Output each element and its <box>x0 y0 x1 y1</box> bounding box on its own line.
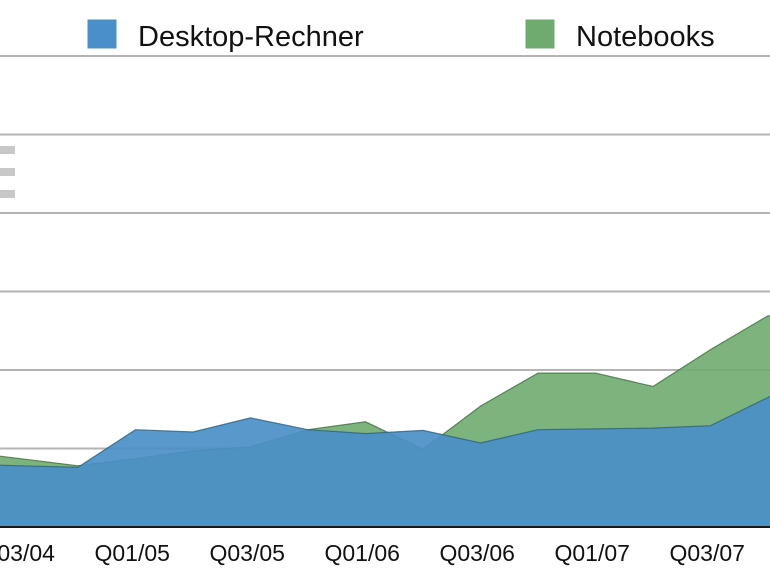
legend: Desktop-Rechner Notebooks <box>87 19 715 53</box>
desktop-area <box>0 396 770 527</box>
x-tick-label: Q01/07 <box>555 540 630 566</box>
desktop-line <box>0 395 770 468</box>
x-tick-label: Q01/05 <box>95 540 170 566</box>
x-tick-label: Q03/06 <box>440 540 515 566</box>
legend-swatch-notebooks <box>525 19 555 49</box>
watermark-logo <box>0 146 15 198</box>
legend-swatch-desktop <box>87 19 117 49</box>
x-tick-labels: Q03/04 Q01/05 Q03/05 Q01/06 Q03/06 Q01/07 Q03/… <box>0 540 745 566</box>
legend-label-desktop: Desktop-Rechner <box>138 21 364 53</box>
x-tick-label: Q03/04 <box>0 540 55 566</box>
plot-areas <box>0 315 770 527</box>
x-tick-label: Q03/05 <box>210 540 285 566</box>
x-tick-label: Q01/06 <box>325 540 400 566</box>
x-tick-label: Q03/07 <box>670 540 745 566</box>
legend-label-notebooks: Notebooks <box>576 21 715 53</box>
